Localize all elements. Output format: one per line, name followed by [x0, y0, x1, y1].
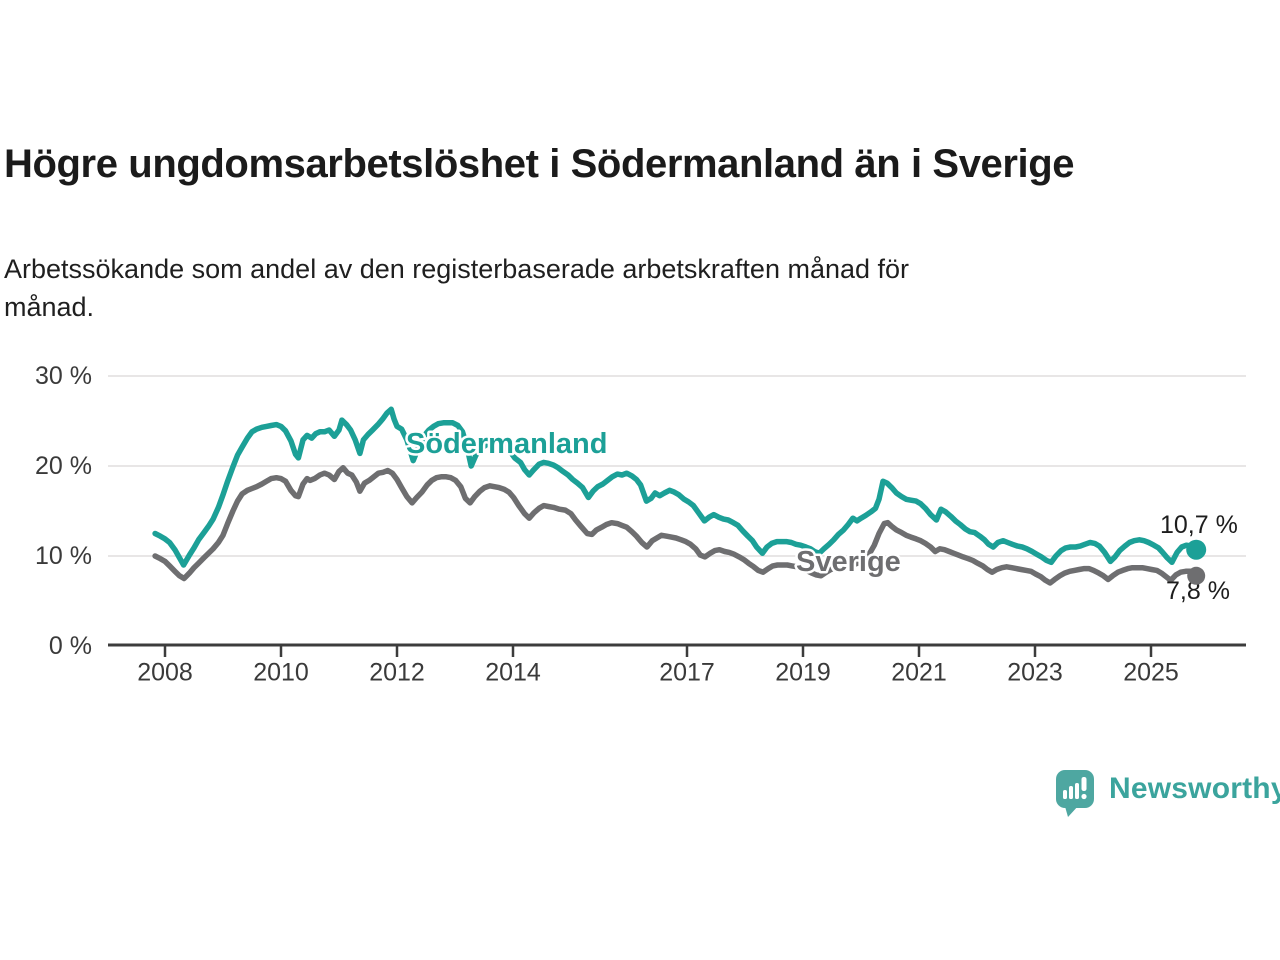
x-axis-label-2012: 2012: [369, 659, 425, 687]
x-axis-label-2019: 2019: [775, 659, 831, 687]
axis-layer: 2008 2010 2012 2014 2017 2019 2021 2023 2025: [108, 643, 1246, 687]
series-layer: [152, 406, 1199, 586]
x-axis-label-2025: 2025: [1123, 659, 1179, 687]
x-axis-label-2010: 2010: [253, 659, 309, 687]
x-axis-label-2017: 2017: [659, 659, 715, 687]
marker-layer: [1186, 539, 1207, 585]
y-axis-label-10: 10 %: [35, 542, 92, 570]
end-value-label-sodermanland: 10,7 %: [1160, 511, 1238, 539]
page-subtitle: Arbetssökande som andel av den registerb…: [4, 254, 910, 323]
newsworthy-logo[interactable]: Newsworthy: [1056, 770, 1280, 818]
end-marker-sverige: [1187, 566, 1206, 585]
grid-layer: 30 % 20 % 10 % 0 %: [35, 362, 1246, 660]
newsworthy-logo-text: Newsworthy: [1109, 772, 1280, 805]
end-marker-södermanland: [1186, 539, 1207, 560]
x-axis-label-2014: 2014: [485, 659, 541, 687]
x-axis-label-2023: 2023: [1007, 659, 1063, 687]
y-axis-label-20: 20 %: [35, 452, 92, 480]
newsworthy-logo-icon: [1056, 770, 1094, 817]
annotation-layer: Södermanland Sverige 10,7 % 7,8 %: [404, 426, 1238, 606]
page-title: Högre ungdomsarbetslöshet i Södermanland…: [4, 142, 1075, 186]
line-sverige: [152, 465, 1199, 586]
line-södermanland: [152, 406, 1199, 568]
x-axis-label-2008: 2008: [137, 659, 193, 687]
x-axis-label-2021: 2021: [891, 659, 947, 687]
y-axis-label-30: 30 %: [35, 362, 92, 390]
series-label-sodermanland: Södermanland: [406, 428, 607, 460]
series-label-sverige: Sverige: [796, 546, 901, 578]
y-axis-label-0: 0 %: [49, 632, 92, 660]
